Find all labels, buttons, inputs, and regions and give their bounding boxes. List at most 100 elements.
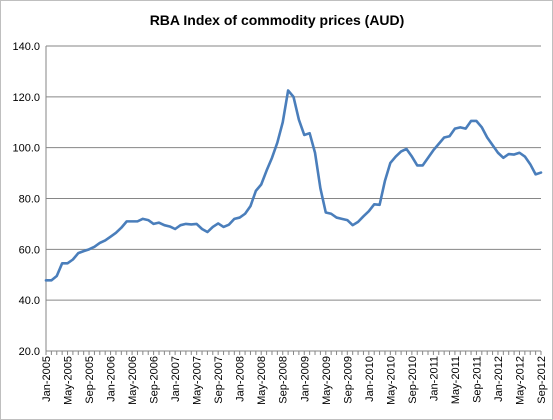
data-point [508,153,510,155]
y-tick-label: 100.0 [12,143,40,155]
data-point [185,223,187,225]
data-point [109,235,111,237]
data-point [432,149,434,151]
data-point [448,135,450,137]
data-point [238,216,240,218]
x-tick-label: May-2006 [127,356,139,405]
data-point [303,134,305,136]
data-point [271,157,273,159]
x-tick-label: May-2012 [514,356,526,405]
data-point [163,224,165,226]
data-point [524,155,526,157]
data-point [265,169,267,171]
data-point [233,218,235,220]
data-point [459,126,461,128]
data-point [454,127,456,129]
x-tick-label: Jan-2009 [299,356,311,402]
x-tick-label: Sep-2011 [471,356,483,403]
series-group [44,89,543,282]
data-point [464,127,466,129]
x-tick-label: May-2010 [385,356,397,405]
y-tick-label: 40.0 [19,295,40,307]
data-point [443,136,445,138]
y-tick-label: 20.0 [19,346,40,358]
data-point [88,248,90,250]
data-point [416,164,418,166]
data-point [518,152,520,154]
data-point [395,155,397,157]
data-point [126,220,128,222]
chart-title: RBA Index of commodity prices (AUD) [150,12,405,28]
data-point [513,153,515,155]
data-point [438,143,440,145]
x-tick-label: Jan-2011 [428,356,440,401]
data-point [169,225,171,227]
x-tick-label: Sep-2008 [278,356,290,404]
data-point [427,157,429,159]
data-point [99,242,101,244]
data-point [298,119,300,121]
data-point [319,187,321,189]
data-point [325,211,327,213]
data-point [497,152,499,154]
x-tick-label: Sep-2009 [342,356,354,404]
data-point [77,252,79,254]
data-point [82,250,84,252]
data-point [174,228,176,230]
data-point [287,89,289,91]
x-tick-label: Sep-2005 [84,356,96,404]
y-axis-tick-labels: 20.0 40.0 60.0 80.0 100.0 120.0 140.0 [12,41,40,358]
x-tick-label: May-2008 [256,356,268,405]
data-point [56,275,58,277]
x-tick-label: Sep-2012 [536,356,548,404]
x-tick-label: Jan-2005 [41,356,53,402]
gridlines [46,45,541,301]
data-point [405,148,407,150]
data-point [131,220,133,222]
data-point [384,180,386,182]
x-tick-label: Sep-2006 [149,356,161,404]
data-point [195,223,197,225]
data-point [475,120,477,122]
x-tick-label: May-2005 [63,356,75,405]
y-tick-label: 140.0 [12,41,40,53]
data-point [276,141,278,143]
data-point [217,222,219,224]
data-point [158,221,160,223]
data-point [152,223,154,225]
data-point [481,126,483,128]
data-point [335,216,337,218]
axes [45,46,542,355]
data-point [346,219,348,221]
data-point [228,223,230,225]
x-tick-label: Jan-2012 [493,356,505,402]
x-tick-label: Jan-2006 [106,356,118,402]
data-point [373,203,375,205]
y-tick-label: 120.0 [12,92,40,104]
data-point [136,220,138,222]
x-tick-label: May-2009 [321,356,333,405]
data-point [201,228,203,230]
data-point [470,120,472,122]
data-point [400,150,402,152]
data-point [179,224,181,226]
data-point [389,162,391,164]
data-point [249,205,251,207]
data-point [260,183,262,185]
data-point [147,219,149,221]
data-point [45,279,47,281]
data-point [411,155,413,157]
x-axis-tick-labels: Jan-2005 May-2005 Sep-2005 Jan-2006 May-2006… [41,356,548,405]
data-point [540,171,542,173]
data-point [104,239,106,241]
data-point [292,96,294,98]
data-point [120,227,122,229]
data-point [222,226,224,228]
data-point [341,218,343,220]
data-point [93,246,95,248]
data-point [314,152,316,154]
data-point [61,262,63,264]
data-point [378,204,380,206]
